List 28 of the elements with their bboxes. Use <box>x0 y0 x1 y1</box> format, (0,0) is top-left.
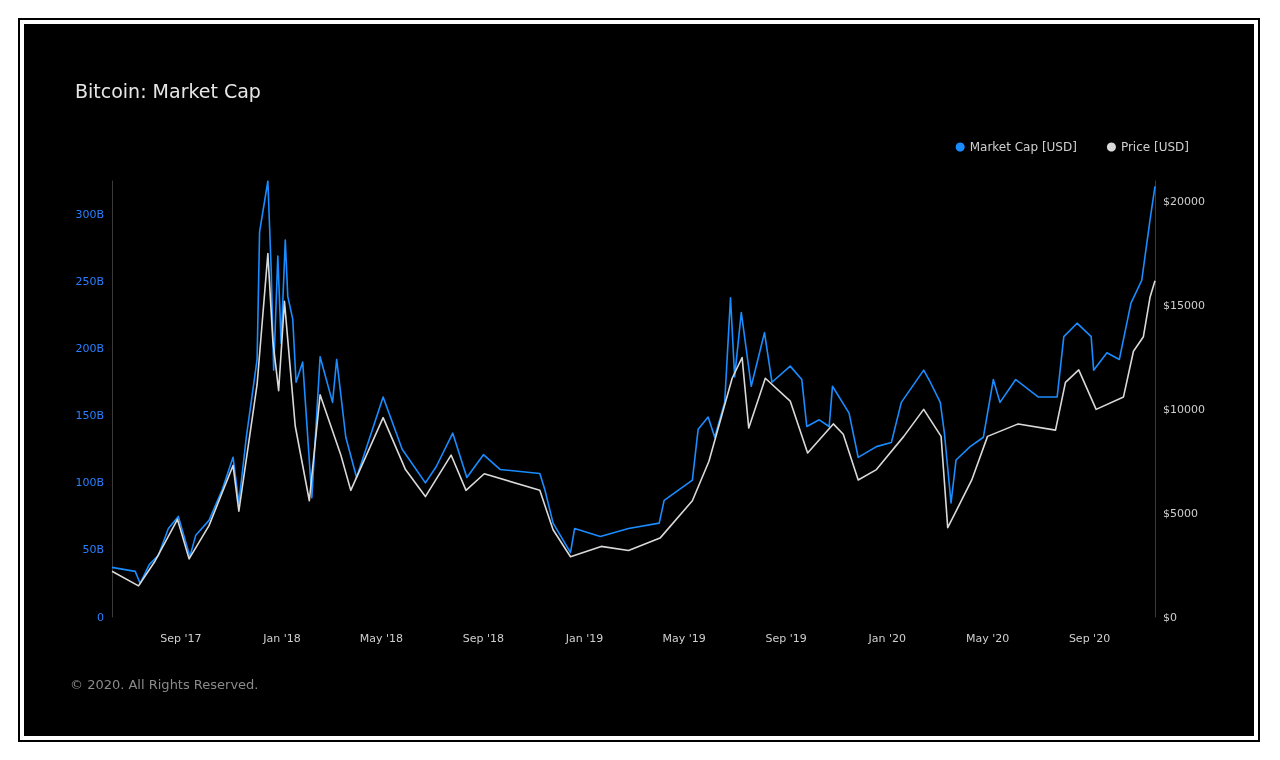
x-tick-label: Sep '20 <box>1068 632 1111 645</box>
y2-tick-label: $0 <box>1163 610 1177 624</box>
y-tick-label: 200B <box>75 342 104 356</box>
x-tick-label: May '19 <box>662 632 706 645</box>
y-tick-label: 0 <box>97 610 104 624</box>
y-tick-label: 100B <box>75 476 104 490</box>
x-tick-label: Sep '19 <box>765 632 807 645</box>
y-tick-label: 50B <box>82 543 104 557</box>
y-tick-label: 150B <box>75 409 104 423</box>
x-tick-label: May '20 <box>965 632 1010 645</box>
text: © 2020. All Rights Reserved. <box>70 677 259 692</box>
y-tick-label: 300B <box>75 208 104 222</box>
x-tick-label: Jan '19 <box>564 632 604 645</box>
y2-tick-label: $10000 <box>1163 402 1205 416</box>
legend-label: Price [USD] <box>1120 140 1189 154</box>
y2-tick-label: $15000 <box>1163 299 1205 313</box>
y-tick-label: 250B <box>75 275 104 289</box>
y2-tick-label: $5000 <box>1163 506 1198 520</box>
y2-tick-label: $20000 <box>1163 195 1205 209</box>
x-tick-label: May '18 <box>359 632 404 645</box>
legend-label: Market Cap [USD] <box>969 140 1077 154</box>
x-tick-label: Jan '20 <box>867 632 906 645</box>
x-tick-label: Sep '18 <box>462 632 505 645</box>
line-series <box>111 180 1156 585</box>
line-series <box>111 252 1156 587</box>
x-tick-label: Sep '17 <box>160 632 202 645</box>
x-tick-label: Jan '18 <box>262 632 301 645</box>
chart-title: Bitcoin: Market Cap <box>75 79 261 102</box>
